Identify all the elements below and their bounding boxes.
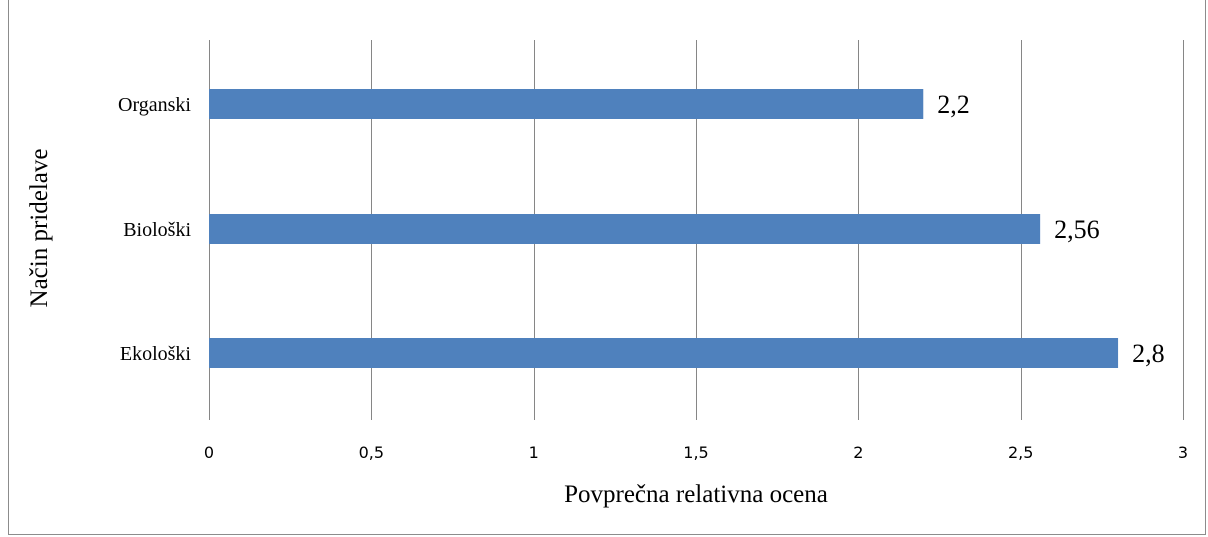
x-tick-labels: 0 0,5 1 1,5 2 2,5 3 bbox=[204, 443, 1188, 462]
x-tick-label: 2 bbox=[853, 443, 863, 462]
x-tick-label: 1 bbox=[529, 443, 539, 462]
bars bbox=[209, 89, 1119, 368]
category-label: Ekološki bbox=[120, 343, 192, 365]
x-tick-label: 2,5 bbox=[1008, 443, 1033, 462]
x-axis-label: Povprečna relativna ocena bbox=[564, 481, 828, 508]
category-label: Biološki bbox=[123, 219, 191, 241]
data-label: 2,8 bbox=[1132, 339, 1165, 368]
data-label: 2,56 bbox=[1054, 215, 1100, 244]
data-labels: 2,2 2,56 2,8 bbox=[937, 90, 1164, 368]
x-tick-label: 3 bbox=[1178, 443, 1188, 462]
x-tick-label: 1,5 bbox=[683, 443, 708, 462]
bar bbox=[209, 89, 924, 119]
x-tick-label: 0,5 bbox=[359, 443, 384, 462]
x-tick-label: 0 bbox=[204, 443, 214, 462]
bar bbox=[209, 214, 1041, 244]
bar bbox=[209, 338, 1119, 368]
data-label: 2,2 bbox=[937, 90, 970, 119]
y-axis-label: Način pridelave bbox=[26, 149, 53, 308]
category-labels: Organski Biološki Ekološki bbox=[118, 94, 191, 365]
category-label: Organski bbox=[118, 94, 191, 116]
